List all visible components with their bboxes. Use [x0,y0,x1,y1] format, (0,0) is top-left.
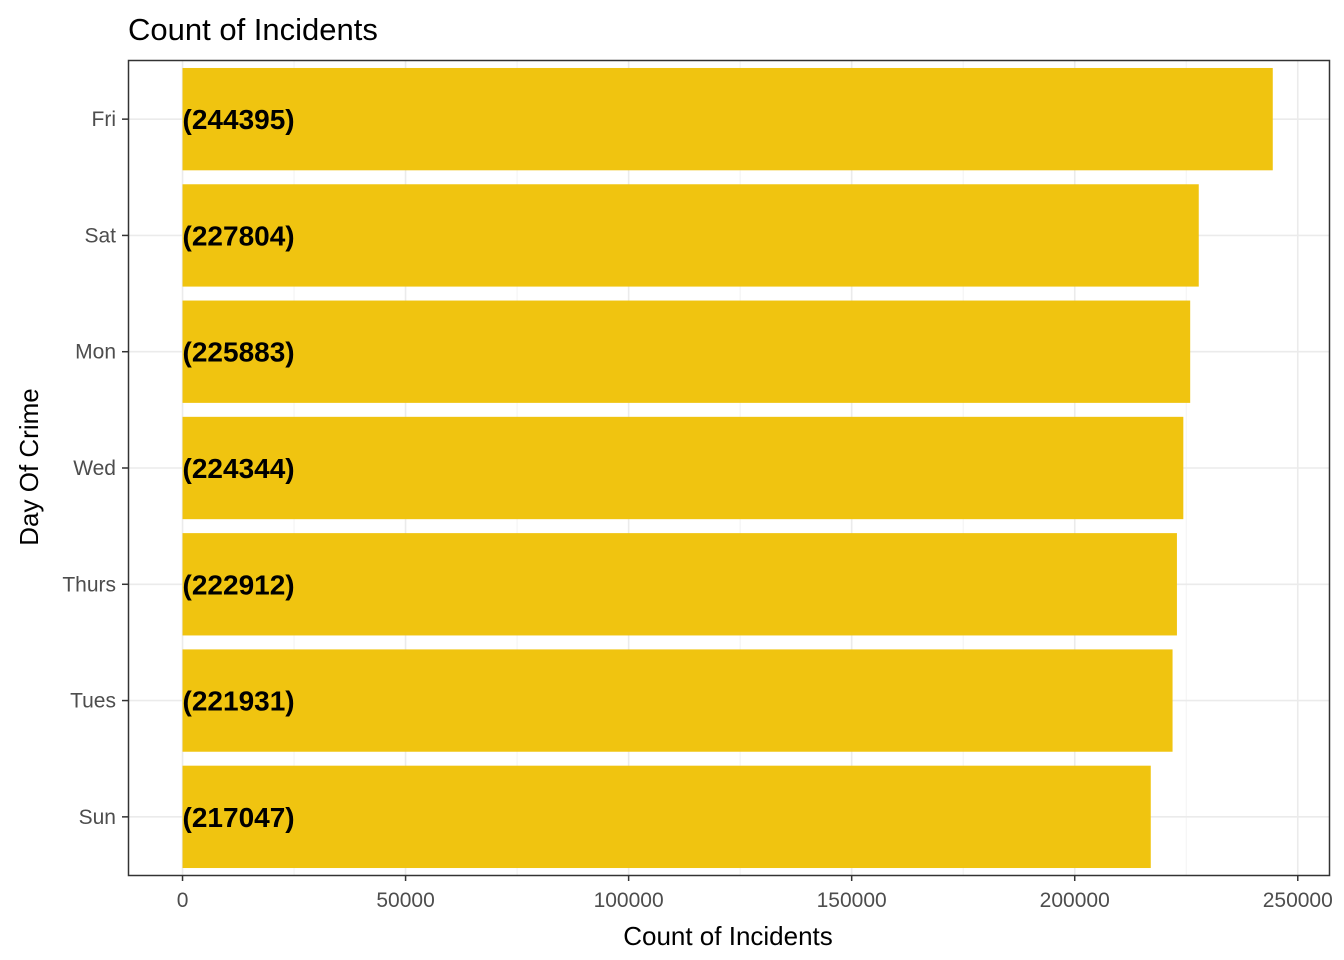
bar [182,416,1184,520]
y-tick-label: Mon [75,341,116,364]
bar-labels: (244395) (227804) (225883) (224344) (222912)… [183,104,295,833]
bar [182,184,1199,287]
bar-data-label: (244395) [183,104,295,135]
x-tick-label: 200000 [1040,889,1110,912]
x-axis-ticks: 0 50000 100000 150000 200000 250000 [177,875,1333,912]
y-tick-label: Tues [70,690,116,713]
bar [182,649,1173,752]
y-tick-label: Thurs [62,573,116,596]
bar-data-label: (225883) [183,337,295,368]
chart-title: Count of Incidents [128,12,378,47]
bar-data-label: (224344) [183,453,295,484]
bar [182,765,1151,869]
x-tick-label: 50000 [376,889,434,912]
bar [182,67,1273,171]
y-tick-label: Fri [92,108,117,131]
x-axis-title: Count of Incidents [623,921,833,951]
y-tick-label: Wed [73,457,116,480]
y-tick-label: Sun [79,806,116,829]
x-tick-label: 0 [177,889,189,912]
bars [182,67,1273,869]
bar [182,300,1191,403]
y-axis-ticks: Fri Sat Mon Wed Thurs Tues Sun [62,108,129,829]
bar-data-label: (221931) [183,686,295,717]
bar-data-label: (222912) [183,569,295,600]
x-tick-label: 100000 [594,889,664,912]
y-axis-title: Day Of Crime [14,388,44,545]
bar [182,533,1177,636]
bar-data-label: (227804) [183,220,295,251]
x-tick-label: 150000 [817,889,887,912]
x-tick-label: 250000 [1263,889,1333,912]
bar-data-label: (217047) [183,802,295,833]
y-tick-label: Sat [84,224,116,247]
